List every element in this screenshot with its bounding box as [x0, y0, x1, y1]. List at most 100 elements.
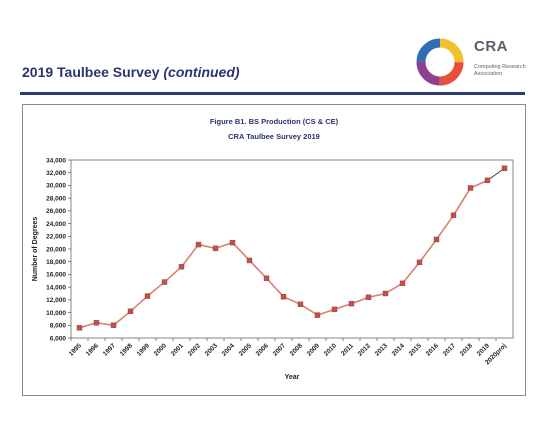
figure-panel: Figure B1. BS Production (CS & CE) CRA T…	[22, 104, 526, 396]
logo-subtitle-line2: Association	[474, 71, 503, 77]
data-point	[416, 259, 423, 266]
x-tick-label: 2016	[425, 342, 440, 357]
series-segment	[435, 214, 455, 240]
data-point	[484, 177, 491, 184]
series-segment	[129, 295, 149, 312]
x-tick-label: 1997	[102, 342, 117, 357]
series-segment	[163, 266, 183, 283]
x-axis-title: Year	[285, 374, 300, 381]
series-segment	[215, 241, 233, 250]
data-point	[246, 257, 253, 264]
header-divider	[20, 92, 525, 95]
series-segment	[368, 292, 386, 299]
x-axis-ticks: 1995 1996 1997 1998 1999 2000 2001 2002 2003 2004…	[68, 338, 508, 366]
x-tick-label: 2004	[221, 342, 236, 357]
series-segment	[198, 243, 216, 250]
series-segment	[470, 179, 488, 189]
y-axis-ticks: 6,000 8,000 10,000 12,000 14,000 16,000 18,000…	[46, 157, 71, 342]
series-segment	[317, 308, 335, 316]
series-segment	[265, 277, 285, 298]
data-point	[127, 308, 134, 315]
series-segment	[180, 244, 200, 268]
data-point	[263, 275, 270, 281]
series-segment	[334, 302, 352, 311]
series-segment	[452, 187, 472, 216]
x-tick-label: 2007	[272, 342, 287, 357]
chart-title: Figure B1. BS Production (CS & CE)	[209, 117, 339, 126]
y-tick-label: 18,000	[46, 259, 66, 266]
series-segment-projected	[487, 167, 505, 181]
logo-name: CRA	[474, 38, 508, 55]
cra-logo: CRA Computing Research Association	[412, 34, 542, 90]
data-point	[450, 212, 457, 219]
x-tick-label: 2011	[340, 342, 355, 357]
x-tick-label: 2001	[170, 342, 185, 357]
series-segment	[146, 281, 166, 297]
y-tick-label: 26,000	[46, 208, 66, 215]
x-tick-label: 1998	[119, 342, 134, 357]
x-tick-label: 2014	[391, 342, 406, 357]
series-segment	[96, 321, 114, 327]
series-segment	[248, 259, 268, 279]
y-tick-label: 22,000	[46, 234, 66, 241]
data-point	[212, 245, 219, 252]
plot-frame	[70, 159, 514, 339]
y-tick-label: 12,000	[46, 297, 66, 304]
series-segment	[300, 303, 318, 316]
page-title-continued: (continued)	[163, 64, 240, 80]
y-tick-label: 32,000	[46, 170, 66, 177]
series-segment	[418, 238, 438, 263]
x-tick-label: 2000	[153, 342, 168, 357]
data-point	[144, 293, 151, 299]
x-tick-label: 2003	[204, 342, 219, 357]
x-tick-label: 2009	[306, 342, 321, 357]
y-axis-title: Number of Degrees	[32, 217, 39, 282]
data-point	[297, 301, 304, 308]
series-markers	[76, 165, 508, 331]
logo-subtitle-line1: Computing Research	[474, 64, 526, 70]
x-tick-label: 2006	[255, 342, 270, 357]
data-point	[280, 293, 287, 300]
series-segment	[351, 296, 369, 305]
x-tick-label: 1999	[136, 342, 151, 357]
y-tick-label: 8,000	[50, 323, 67, 330]
data-point	[399, 280, 406, 287]
x-tick-label: 1995	[68, 342, 83, 357]
series-segment	[231, 242, 251, 261]
data-point	[110, 322, 117, 328]
x-tick-label: 2015	[408, 342, 423, 357]
data-point	[501, 165, 508, 171]
x-tick-label: 2008	[289, 342, 304, 357]
data-point	[229, 239, 236, 246]
x-tick-label: 2005	[238, 342, 253, 357]
data-point	[314, 312, 321, 318]
x-tick-label: 2013	[374, 342, 389, 357]
series-segment	[79, 321, 97, 329]
chart-subtitle: CRA Taulbee Survey 2019	[228, 132, 320, 141]
cra-logo-ring-icon	[416, 38, 464, 86]
page-title-main: 2019 Taulbee Survey	[22, 64, 164, 80]
data-point	[178, 264, 185, 270]
chart-axes	[70, 159, 514, 339]
data-point	[348, 300, 355, 307]
x-tick-label: 2012	[357, 342, 372, 357]
data-point	[467, 185, 474, 191]
x-tick-label: 2010	[323, 342, 338, 357]
data-point	[195, 241, 202, 248]
series-segment	[385, 282, 403, 295]
x-tick-label: 2017	[442, 342, 457, 357]
data-point	[365, 294, 372, 301]
data-point	[93, 320, 100, 326]
x-tick-label: 2018	[459, 342, 474, 357]
y-tick-label: 28,000	[46, 195, 66, 202]
data-point	[76, 325, 83, 331]
data-point	[382, 290, 389, 297]
line-chart: 6,000 8,000 10,000 12,000 14,000 16,000 18,000…	[32, 157, 514, 381]
y-tick-label: 34,000	[46, 157, 66, 164]
page-title: 2019 Taulbee Survey (continued)	[22, 64, 240, 80]
y-tick-label: 30,000	[46, 183, 66, 190]
y-tick-label: 10,000	[46, 310, 66, 317]
x-tick-label: 2002	[187, 342, 202, 357]
data-point	[433, 236, 440, 243]
series-segment	[401, 261, 421, 284]
